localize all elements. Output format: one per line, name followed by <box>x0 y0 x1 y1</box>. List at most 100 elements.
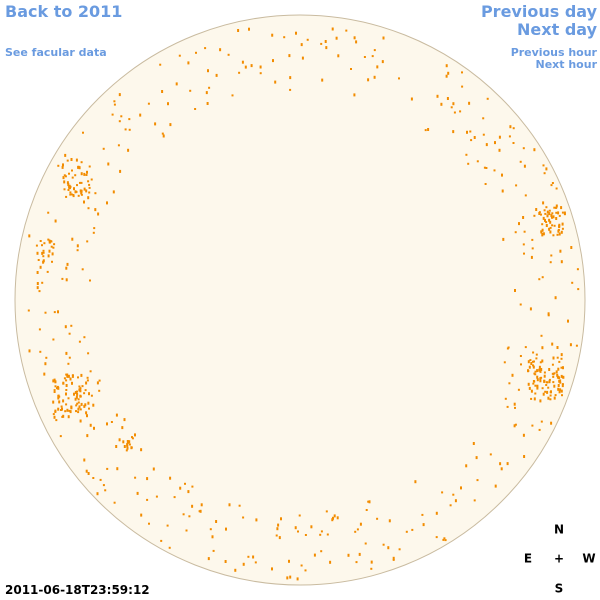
facular-link[interactable]: See facular data <box>5 46 107 59</box>
facula <box>549 226 552 229</box>
facula <box>259 72 262 75</box>
facula <box>36 286 39 290</box>
facula <box>280 517 282 521</box>
facula <box>57 397 60 400</box>
facula <box>122 440 125 444</box>
facula <box>556 373 559 377</box>
facula <box>358 552 361 556</box>
facula <box>78 405 81 409</box>
facula <box>500 467 503 471</box>
facula <box>68 172 70 175</box>
facula <box>238 504 241 507</box>
facula <box>520 363 522 366</box>
facula <box>539 369 542 373</box>
facula <box>476 160 479 163</box>
facula <box>78 388 81 392</box>
facula <box>489 453 492 456</box>
facula <box>67 189 70 191</box>
facula <box>187 490 190 494</box>
facula <box>63 188 66 191</box>
facula <box>65 384 68 387</box>
facula <box>411 528 414 531</box>
facula <box>80 172 83 176</box>
back-link[interactable]: Back to 2011 <box>5 2 122 21</box>
facula <box>62 163 64 167</box>
facula <box>80 189 83 193</box>
previous-day-link[interactable]: Previous day <box>481 2 598 21</box>
facula <box>102 147 105 150</box>
facula <box>560 230 563 234</box>
facula <box>370 567 373 570</box>
facula <box>36 271 39 274</box>
facula <box>576 268 579 271</box>
facula <box>557 211 560 215</box>
facula <box>70 324 73 327</box>
facula <box>126 446 129 450</box>
facula <box>555 206 558 209</box>
facula <box>545 224 548 227</box>
previous-hour-link[interactable]: Previous hour <box>511 46 598 59</box>
facula <box>514 423 517 426</box>
facula <box>560 357 563 360</box>
facula <box>549 394 552 397</box>
facula <box>57 394 60 398</box>
facula <box>36 251 39 255</box>
facula <box>512 127 515 130</box>
facula <box>89 370 92 373</box>
facula <box>179 486 182 490</box>
facula <box>45 356 48 359</box>
facula <box>549 398 552 401</box>
facula <box>42 249 45 252</box>
next-hour-link[interactable]: Next hour <box>536 58 598 71</box>
facula <box>57 164 60 167</box>
facula <box>494 484 497 488</box>
facula <box>88 191 91 194</box>
facula <box>53 378 56 382</box>
facula <box>63 377 66 380</box>
facula <box>337 54 340 58</box>
facula <box>67 374 70 378</box>
facula <box>527 360 530 364</box>
facula <box>69 377 72 381</box>
facula <box>325 46 328 50</box>
facula <box>482 117 485 120</box>
facula <box>277 523 280 527</box>
facula <box>452 130 455 134</box>
facula <box>535 357 538 360</box>
facula <box>67 397 70 400</box>
facula <box>517 388 520 391</box>
facula <box>454 499 457 503</box>
facula <box>111 113 114 116</box>
facula <box>550 254 553 257</box>
facula <box>146 477 149 481</box>
facula <box>556 346 559 349</box>
facula <box>166 524 169 527</box>
facula <box>47 211 50 214</box>
facula <box>571 281 574 284</box>
facula <box>77 376 79 379</box>
facula <box>551 224 554 227</box>
facula <box>134 433 136 437</box>
facula <box>106 422 108 426</box>
facula <box>297 530 299 533</box>
next-day-link[interactable]: Next day <box>517 20 598 39</box>
facula <box>461 85 464 88</box>
facula <box>187 61 190 65</box>
facula <box>194 108 197 110</box>
facula <box>354 530 357 533</box>
facula <box>555 370 558 374</box>
facula <box>482 133 485 136</box>
facula <box>69 185 72 188</box>
facula <box>325 510 328 513</box>
facula <box>80 373 83 377</box>
facula <box>247 555 250 558</box>
facula <box>529 307 532 311</box>
facula <box>131 437 134 440</box>
facula <box>66 408 69 412</box>
facula <box>551 212 554 215</box>
facula <box>532 351 535 354</box>
facula <box>557 376 560 379</box>
facula <box>470 139 473 142</box>
facula <box>86 170 88 174</box>
facula <box>234 568 237 572</box>
